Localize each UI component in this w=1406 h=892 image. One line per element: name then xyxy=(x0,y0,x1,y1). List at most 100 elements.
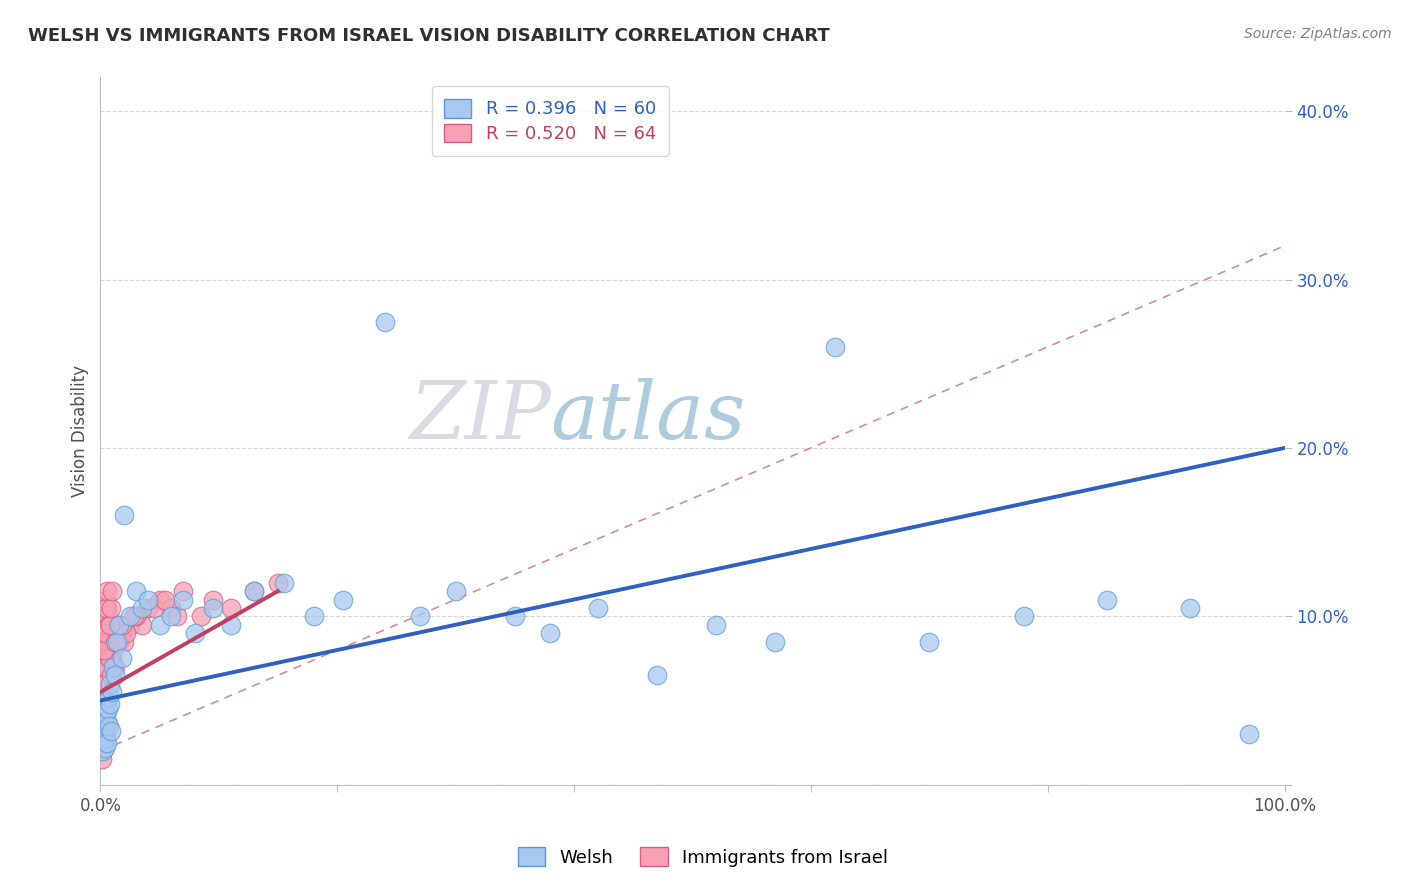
Point xyxy=(96,714,118,728)
Point xyxy=(94,702,117,716)
Point xyxy=(824,340,846,354)
Point xyxy=(96,601,118,615)
Point xyxy=(94,719,117,733)
Point xyxy=(96,584,118,599)
Point xyxy=(91,719,114,733)
Legend: Welsh, Immigrants from Israel: Welsh, Immigrants from Israel xyxy=(510,840,896,874)
Point xyxy=(503,609,526,624)
Point xyxy=(103,668,125,682)
Point xyxy=(98,651,121,665)
Point xyxy=(103,643,125,657)
Point xyxy=(332,592,354,607)
Point xyxy=(90,752,112,766)
Point xyxy=(1095,592,1118,607)
Point xyxy=(148,617,170,632)
Point xyxy=(93,693,115,707)
Point xyxy=(108,617,131,632)
Point xyxy=(125,584,148,599)
Point xyxy=(91,702,114,716)
Point xyxy=(111,626,134,640)
Point xyxy=(586,601,609,615)
Point xyxy=(160,609,183,624)
Point xyxy=(97,643,120,657)
Point xyxy=(100,723,122,738)
Point xyxy=(136,592,159,607)
Point xyxy=(93,710,115,724)
Point xyxy=(142,601,165,615)
Point xyxy=(96,617,118,632)
Point xyxy=(93,643,115,657)
Point xyxy=(166,609,188,624)
Point xyxy=(91,727,114,741)
Point xyxy=(103,634,125,648)
Point xyxy=(94,634,117,648)
Point xyxy=(94,626,117,640)
Point xyxy=(111,617,134,632)
Point xyxy=(112,634,135,648)
Point xyxy=(91,710,114,724)
Point xyxy=(98,719,121,733)
Point xyxy=(704,617,727,632)
Point xyxy=(91,685,114,699)
Point xyxy=(219,601,242,615)
Point xyxy=(125,609,148,624)
Point xyxy=(103,660,125,674)
Point xyxy=(98,617,121,632)
Point xyxy=(96,693,118,707)
Point xyxy=(444,584,467,599)
Point xyxy=(96,736,118,750)
Point xyxy=(94,727,117,741)
Point xyxy=(101,685,124,699)
Point xyxy=(97,690,120,705)
Point xyxy=(172,592,194,607)
Point xyxy=(93,660,115,674)
Point xyxy=(91,736,114,750)
Point xyxy=(1012,609,1035,624)
Point xyxy=(645,668,668,682)
Point xyxy=(101,651,124,665)
Point xyxy=(98,676,121,690)
Point xyxy=(243,584,266,599)
Point xyxy=(115,626,138,640)
Legend: R = 0.396   N = 60, R = 0.520   N = 64: R = 0.396 N = 60, R = 0.520 N = 64 xyxy=(432,87,669,156)
Point xyxy=(100,668,122,682)
Point xyxy=(302,609,325,624)
Point xyxy=(94,740,117,755)
Point xyxy=(1178,601,1201,615)
Point xyxy=(91,731,114,745)
Point xyxy=(201,592,224,607)
Point xyxy=(100,634,122,648)
Point xyxy=(97,702,120,716)
Point xyxy=(93,676,115,690)
Point xyxy=(101,584,124,599)
Point xyxy=(273,575,295,590)
Point xyxy=(118,609,141,624)
Point xyxy=(538,626,561,640)
Point xyxy=(131,617,153,632)
Point xyxy=(111,651,134,665)
Point xyxy=(148,592,170,607)
Point xyxy=(131,601,153,615)
Point xyxy=(90,744,112,758)
Point xyxy=(160,601,183,615)
Point xyxy=(1237,727,1260,741)
Point xyxy=(172,584,194,599)
Point xyxy=(201,601,224,615)
Point xyxy=(136,601,159,615)
Point xyxy=(97,609,120,624)
Point xyxy=(409,609,432,624)
Point xyxy=(94,609,117,624)
Point xyxy=(91,736,114,750)
Point xyxy=(219,617,242,632)
Point xyxy=(90,719,112,733)
Text: Source: ZipAtlas.com: Source: ZipAtlas.com xyxy=(1244,27,1392,41)
Point xyxy=(243,584,266,599)
Point xyxy=(98,617,121,632)
Point xyxy=(374,315,396,329)
Point xyxy=(93,714,115,728)
Point xyxy=(105,626,128,640)
Point xyxy=(267,575,290,590)
Point xyxy=(94,592,117,607)
Point xyxy=(155,592,177,607)
Text: WELSH VS IMMIGRANTS FROM ISRAEL VISION DISABILITY CORRELATION CHART: WELSH VS IMMIGRANTS FROM ISRAEL VISION D… xyxy=(28,27,830,45)
